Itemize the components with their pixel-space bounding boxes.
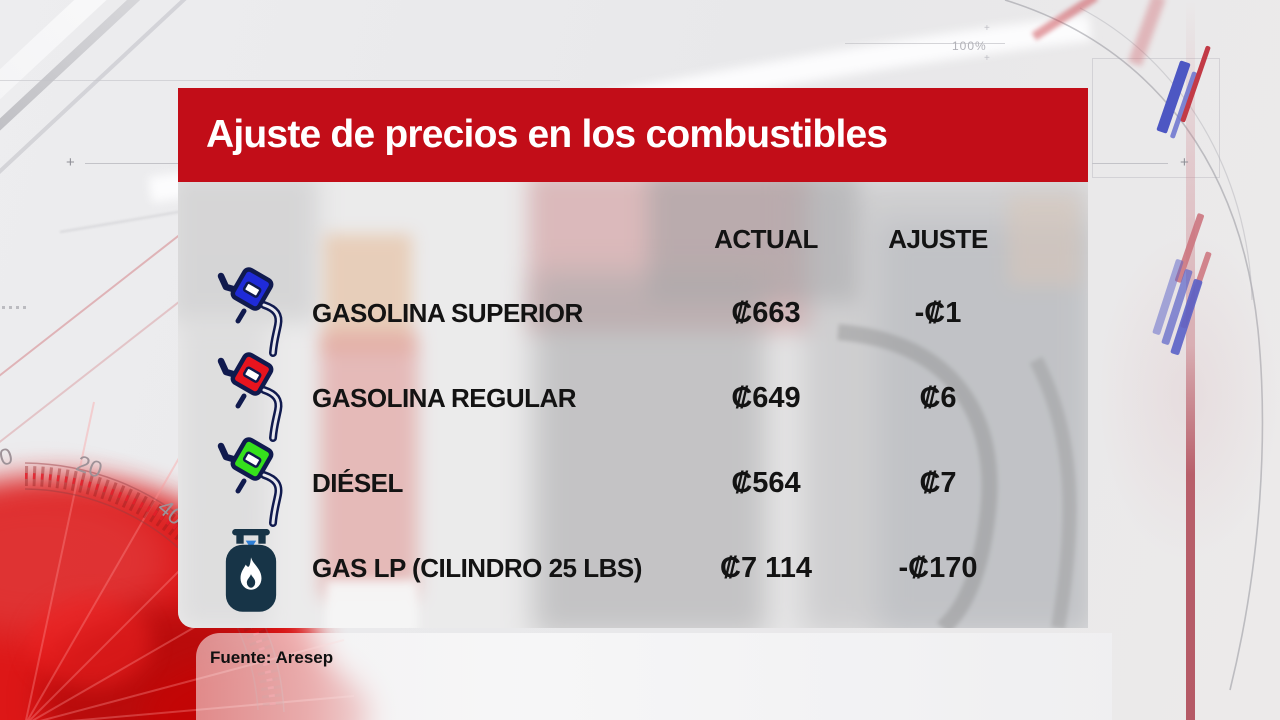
vertical-pink-stripe [1186,0,1195,720]
source-credit: Fuente: Aresep [210,648,334,667]
zoom-percent-label: 100% [952,39,987,53]
title-banner: Ajuste de precios en los combustibles [178,88,1088,182]
fuel-nozzle-red-icon [216,348,300,449]
plus-mark: + [984,53,990,64]
table-row: GASOLINA SUPERIOR ₡663 -₡1 [178,267,1088,357]
column-header-ajuste: AJUSTE [888,224,988,254]
price-ajuste: ₡6 [919,382,957,414]
fuel-nozzle-green-icon [216,433,300,534]
table-row: GASOLINA REGULAR ₡649 ₡6 [178,352,1088,442]
fuel-label: DIÉSEL [312,468,403,498]
table-header-row: ACTUAL AJUSTE [178,218,1088,260]
white-overlay [178,182,1088,628]
guide-line [0,80,560,81]
price-actual: ₡564 [731,467,801,499]
guide-line [1092,163,1168,164]
gauge-tick-label: 0 [0,442,16,471]
faint-frame [1092,58,1220,178]
guide-line [845,43,1005,44]
plus-mark: + [66,154,75,171]
price-actual: ₡649 [731,382,801,414]
plus-mark: + [984,23,990,34]
gas-cylinder-icon [216,528,300,621]
price-ajuste: ₡7 [919,467,957,499]
price-actual: ₡7 114 [720,552,812,584]
price-ajuste: -₡1 [914,297,962,329]
column-header-actual: ACTUAL [714,224,818,254]
plus-mark: + [1180,154,1189,171]
fuel-nozzle-blue-icon [216,263,300,364]
table-row: DIÉSEL ₡564 ₡7 [178,437,1088,527]
price-ajuste: -₡170 [898,552,978,584]
table-row: GAS LP (CILINDRO 25 LBS) ₡7 114 -₡170 [178,529,1088,612]
page-title: Ajuste de precios en los combustibles [206,113,888,156]
tick-dots [2,306,30,309]
footer-strip [196,633,1112,720]
fuel-label: GASOLINA SUPERIOR [312,298,583,328]
price-actual: ₡663 [731,297,801,329]
fuel-label: GAS LP (CILINDRO 25 LBS) [312,553,642,583]
fuel-label: GASOLINA REGULAR [312,383,577,413]
price-table-panel: ACTUAL AJUSTE GASOLINA SUPERIOR ₡663 -₡1 [178,182,1088,628]
